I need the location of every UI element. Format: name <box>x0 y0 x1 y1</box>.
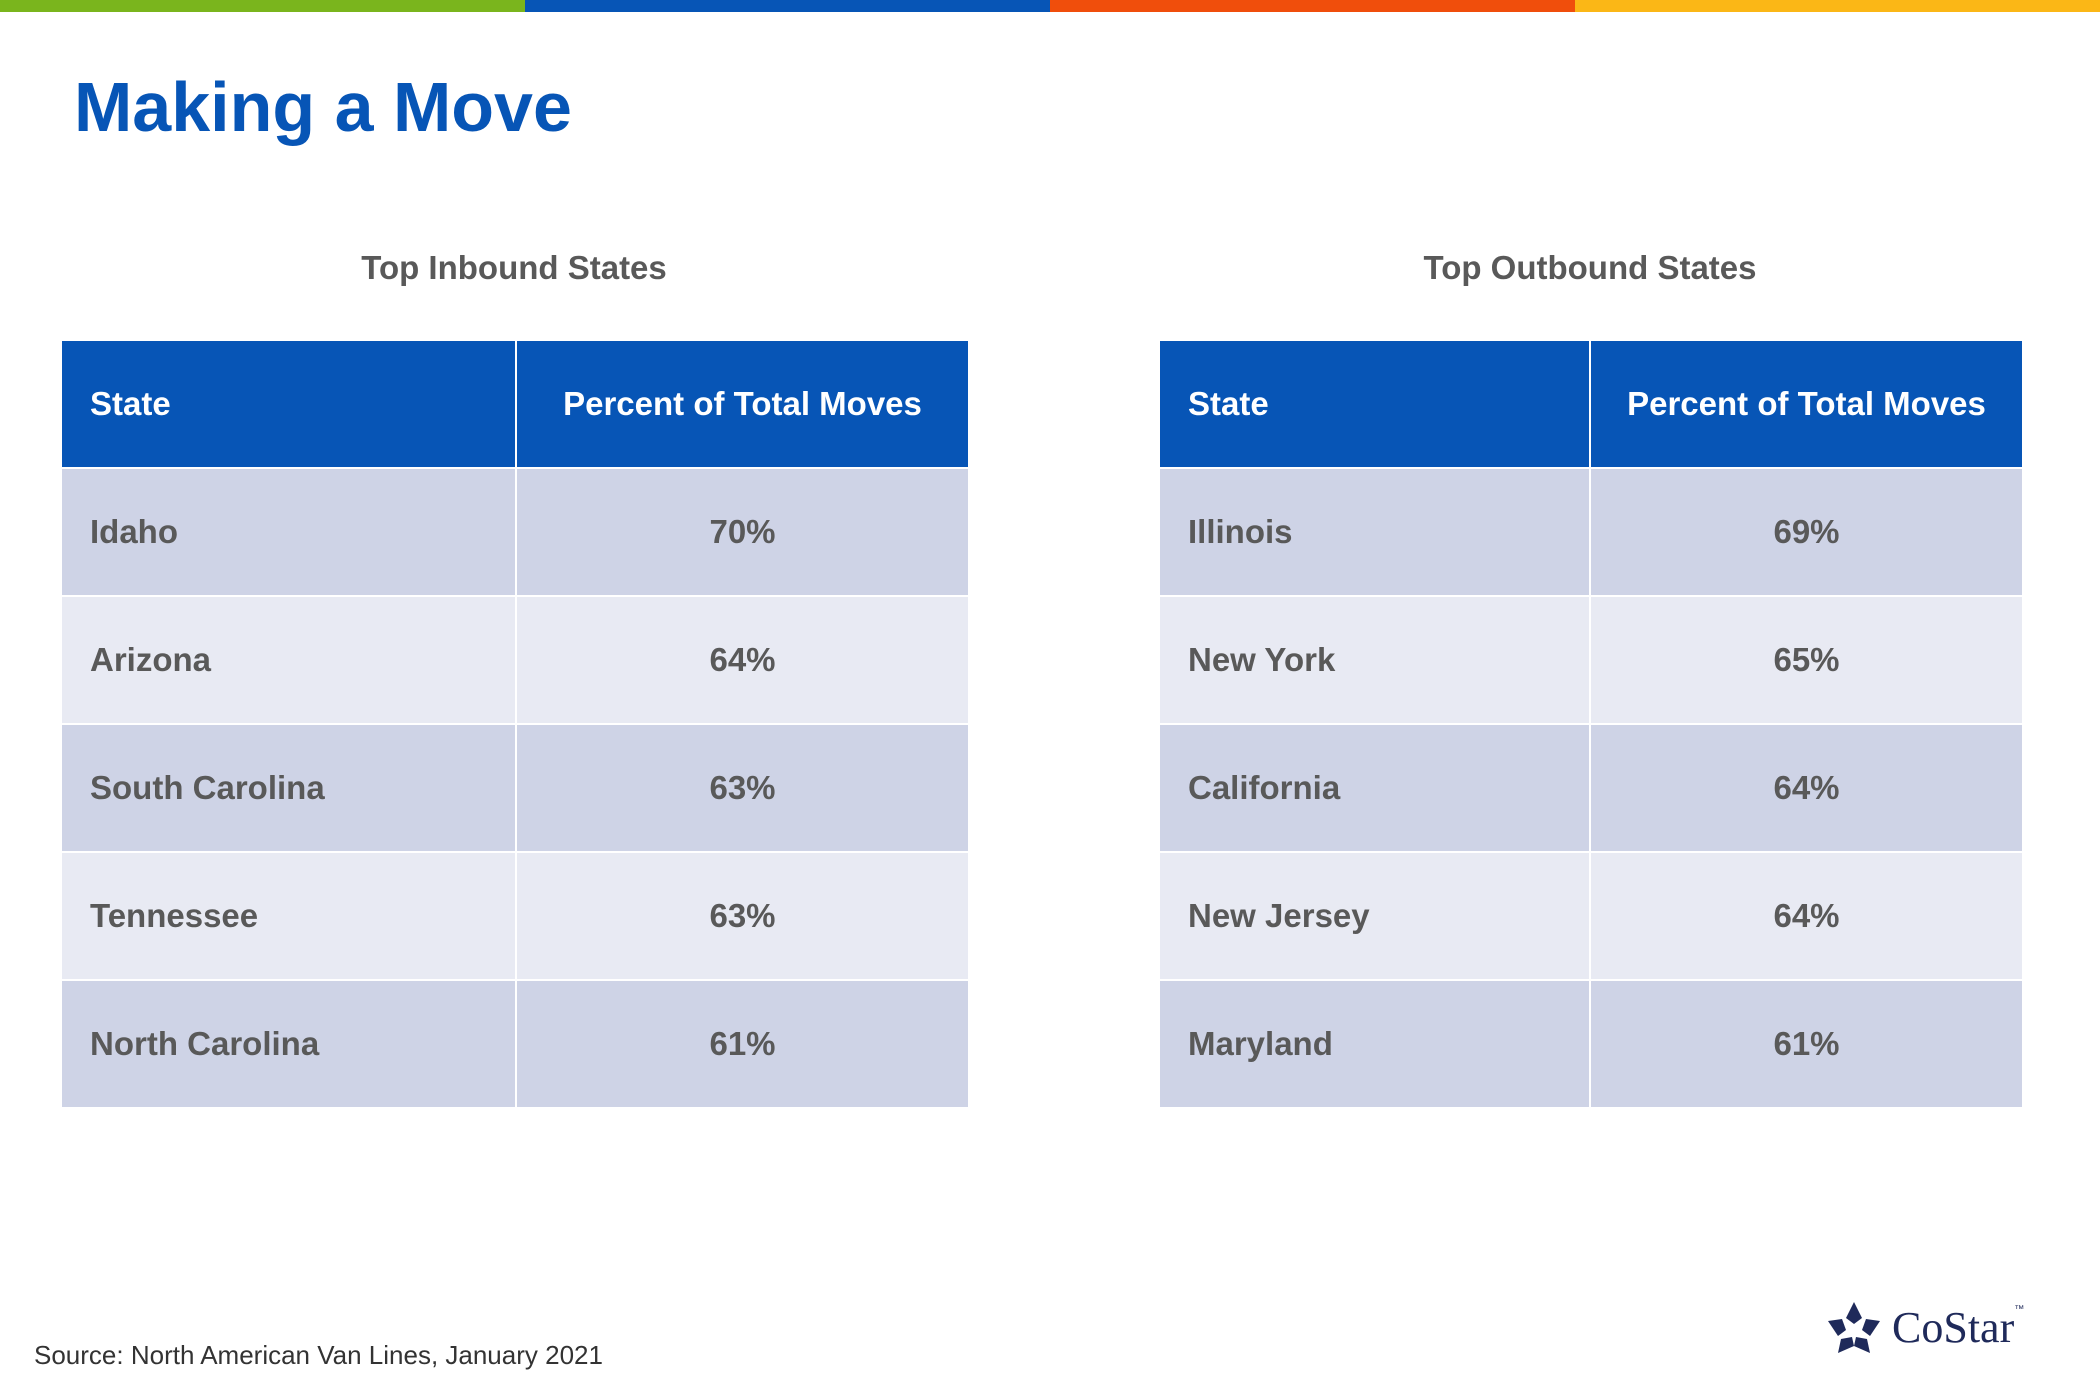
inbound-section: Top Inbound States <box>61 248 967 288</box>
table-row: New Jersey 64% <box>1158 851 2024 981</box>
state-cell: South Carolina <box>60 723 517 853</box>
top-color-bar <box>0 0 2100 12</box>
table-row: Illinois 69% <box>1158 467 2024 597</box>
costar-logo: CoStar ™ <box>1826 1300 2024 1356</box>
table-header-row: State Percent of Total Moves <box>60 339 970 469</box>
table-row: South Carolina 63% <box>60 723 970 853</box>
table-header-row: State Percent of Total Moves <box>1158 339 2024 469</box>
state-cell: New York <box>1158 595 1591 725</box>
state-cell: Maryland <box>1158 979 1591 1109</box>
costar-star-icon <box>1828 1302 1880 1353</box>
costar-logo-text: CoStar <box>1892 1303 2015 1352</box>
table-row: Maryland 61% <box>1158 979 2024 1109</box>
top-bar-blue <box>525 0 1050 12</box>
trademark-symbol: ™ <box>2014 1304 2025 1315</box>
top-bar-green <box>0 0 525 12</box>
percent-cell: 64% <box>515 595 970 725</box>
top-bar-yellow <box>1575 0 2100 12</box>
percent-cell: 63% <box>515 723 970 853</box>
percent-cell: 61% <box>515 979 970 1109</box>
inbound-table: State Percent of Total Moves Idaho 70% A… <box>60 339 970 1109</box>
header-percent: Percent of Total Moves <box>515 339 970 469</box>
percent-cell: 65% <box>1589 595 2024 725</box>
state-cell: California <box>1158 723 1591 853</box>
header-state: State <box>1158 339 1591 469</box>
state-cell: Tennessee <box>60 851 517 981</box>
state-cell: Illinois <box>1158 467 1591 597</box>
table-row: California 64% <box>1158 723 2024 853</box>
percent-cell: 64% <box>1589 723 2024 853</box>
percent-cell: 64% <box>1589 851 2024 981</box>
page-title: Making a Move <box>74 68 572 146</box>
outbound-section: Top Outbound States <box>1159 248 2021 288</box>
table-row: North Carolina 61% <box>60 979 970 1109</box>
inbound-caption: Top Inbound States <box>361 249 667 286</box>
state-cell: Idaho <box>60 467 517 597</box>
outbound-table: State Percent of Total Moves Illinois 69… <box>1158 339 2024 1109</box>
table-row: Idaho 70% <box>60 467 970 597</box>
percent-cell: 63% <box>515 851 970 981</box>
header-percent: Percent of Total Moves <box>1589 339 2024 469</box>
state-cell: New Jersey <box>1158 851 1591 981</box>
table-row: Tennessee 63% <box>60 851 970 981</box>
top-bar-orange <box>1050 0 1575 12</box>
table-row: Arizona 64% <box>60 595 970 725</box>
percent-cell: 70% <box>515 467 970 597</box>
header-state: State <box>60 339 517 469</box>
state-cell: Arizona <box>60 595 517 725</box>
state-cell: North Carolina <box>60 979 517 1109</box>
outbound-caption: Top Outbound States <box>1423 249 1757 286</box>
percent-cell: 61% <box>1589 979 2024 1109</box>
source-note: Source: North American Van Lines, Januar… <box>34 1340 603 1370</box>
percent-cell: 69% <box>1589 467 2024 597</box>
table-row: New York 65% <box>1158 595 2024 725</box>
